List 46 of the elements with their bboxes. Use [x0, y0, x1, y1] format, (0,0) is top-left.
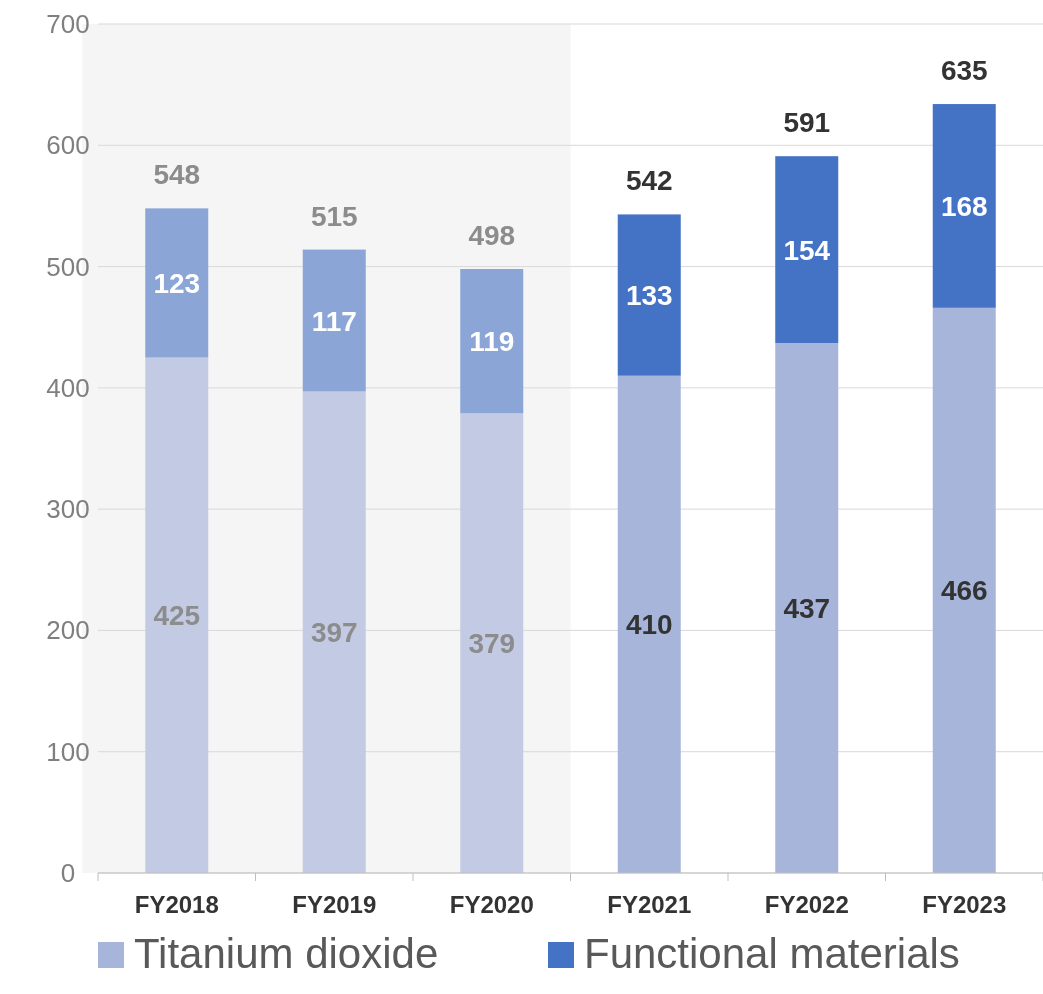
data-label: 397 [310, 617, 358, 649]
y-tick-label: 300 [46, 494, 90, 525]
y-tick-label: 700 [46, 9, 90, 39]
total-label: 542 [625, 165, 673, 197]
bar [302, 391, 366, 873]
bar [617, 375, 681, 873]
bar [460, 413, 524, 873]
data-label: 133 [625, 280, 673, 312]
bar [145, 357, 209, 873]
legend-label: Functional materials [584, 930, 960, 977]
bar [775, 156, 839, 343]
y-tick-label: 600 [46, 130, 90, 161]
x-tick-label: FY2020 [449, 891, 534, 918]
data-label: 410 [625, 609, 673, 641]
bar [460, 269, 524, 414]
data-label: 123 [153, 267, 201, 299]
bar [302, 249, 366, 392]
bar [775, 342, 839, 873]
data-label: 154 [783, 234, 831, 266]
data-label: 425 [153, 600, 201, 632]
total-label: 498 [468, 220, 516, 251]
bar [932, 307, 996, 873]
x-tick-label: FY2023 [922, 891, 1007, 918]
x-tick-label: FY2021 [607, 891, 692, 918]
bar [617, 214, 681, 376]
bar [145, 208, 209, 358]
total-label: 515 [310, 200, 358, 232]
y-tick-label: 500 [46, 251, 90, 282]
data-label: 437 [783, 592, 831, 624]
total-label: 548 [153, 159, 201, 191]
y-tick-label: 200 [46, 615, 90, 646]
x-tick-label: FY2022 [764, 891, 849, 918]
total-label: 635 [940, 55, 988, 87]
y-tick-label: 400 [46, 372, 90, 403]
data-label: 119 [469, 326, 515, 358]
bar [932, 104, 996, 308]
data-label: 379 [468, 628, 516, 660]
x-tick-label: FY2018 [134, 891, 219, 918]
y-tick-label: 0 [60, 858, 76, 888]
data-label: 466 [940, 575, 988, 607]
total-label: 591 [783, 107, 831, 139]
data-label: 168 [940, 190, 988, 222]
data-label: 117 [311, 305, 357, 337]
x-tick-label: FY2019 [292, 891, 377, 918]
y-tick-label: 100 [46, 736, 90, 767]
legend-label: Titanium dioxide [134, 930, 439, 977]
